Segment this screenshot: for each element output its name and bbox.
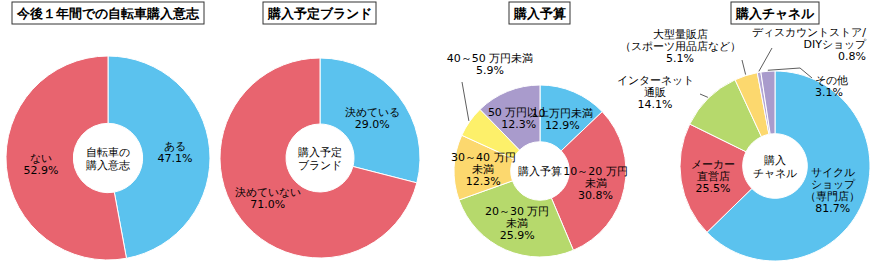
chart-title: 今後１年間での自転車購入意志	[16, 6, 200, 21]
title-group: 購入チャネル	[731, 2, 819, 24]
title-group: 購入予算	[509, 2, 570, 24]
title-box	[12, 2, 204, 24]
slices	[680, 71, 870, 261]
leader-line	[462, 82, 469, 121]
title-box	[509, 2, 570, 24]
slice-label: 30～40 万円未満	[451, 151, 516, 176]
value-label: 71.0%	[250, 198, 285, 211]
slice-label: サイクルショップ（専門店）	[805, 166, 860, 203]
data-labels: ある47.1%ない52.9%	[23, 140, 192, 177]
slice-label: 大型量販店（スポーツ用品店など）	[620, 28, 741, 53]
value-label: 14.1%	[638, 98, 673, 111]
value-label: 25.9%	[500, 229, 535, 242]
chart-title: 購入予算	[513, 6, 566, 21]
title-group: 購入予定ブランド	[263, 2, 376, 24]
value-label: 12.3%	[501, 118, 536, 131]
value-label: 5.9%	[476, 64, 504, 77]
slices	[6, 56, 210, 260]
center-label: 購入予定ブランド	[298, 146, 342, 172]
leader-line	[700, 94, 708, 97]
slice-label: 10～20 万円未満	[563, 165, 628, 190]
value-label: 30.8%	[578, 189, 613, 202]
value-label: 0.8%	[838, 50, 866, 63]
value-label: 25.5%	[696, 182, 731, 195]
slice-label: 20～30 万円未満	[485, 205, 550, 230]
value-label: 29.0%	[355, 118, 390, 131]
leader-line	[768, 68, 812, 78]
leader-line	[759, 48, 772, 71]
value-label: 52.9%	[23, 164, 58, 177]
value-label: 81.7%	[815, 202, 850, 215]
slice-label: メーカー直営店	[691, 158, 735, 183]
slice-label: インターネット通販	[617, 74, 694, 99]
value-label: 12.9%	[545, 119, 580, 132]
slice	[761, 71, 775, 134]
data-labels: サイクルショップ（専門店）81.7% メーカー直営店25.5% インターネット通販1…	[617, 26, 867, 215]
chart-canvas: 今後１年間での自転車購入意志自転車の購入意志ある47.1%ない52.9% 購入予定…	[0, 0, 870, 263]
slice	[220, 58, 417, 258]
leader-line	[742, 60, 746, 75]
donut-chart: 今後１年間での自転車購入意志自転車の購入意志ある47.1%ない52.9%	[6, 2, 210, 260]
title-box	[263, 2, 376, 24]
center-label: 自転車の購入意志	[86, 146, 130, 172]
chart-title: 購入予定ブランド	[267, 6, 372, 21]
title-group: 今後１年間での自転車購入意志	[12, 2, 204, 24]
donut-chart: 購入予算購入予算10 万円未満12.9%10～20 万円未満30.8%20～30…	[447, 2, 628, 257]
chart-title: 購入チャネル	[735, 6, 815, 21]
donut-chart: 購入予定ブランド購入予定ブランド決めている29.0%決めていない71.0%	[220, 2, 420, 258]
value-label: 47.1%	[158, 152, 193, 165]
center-label: 購入予算	[518, 165, 562, 178]
donut-chart: 購入チャネル購入チャネルサイクルショップ（専門店）81.7%メーカー直営店25.…	[617, 2, 870, 261]
value-label: 5.1%	[666, 52, 694, 65]
data-labels: 決めている29.0%決めていない71.0%	[235, 106, 400, 212]
slices	[220, 58, 420, 258]
title-box	[731, 2, 819, 24]
slice-label: ディスカウントストア/DIYショップ	[752, 26, 867, 51]
value-label: 3.1%	[815, 86, 843, 99]
value-label: 12.3%	[466, 175, 501, 188]
center-label: 購入チャネル	[753, 154, 797, 180]
data-labels: 10 万円未満12.9%10～20 万円未満30.8%20～30 万円未満25.…	[447, 52, 628, 242]
